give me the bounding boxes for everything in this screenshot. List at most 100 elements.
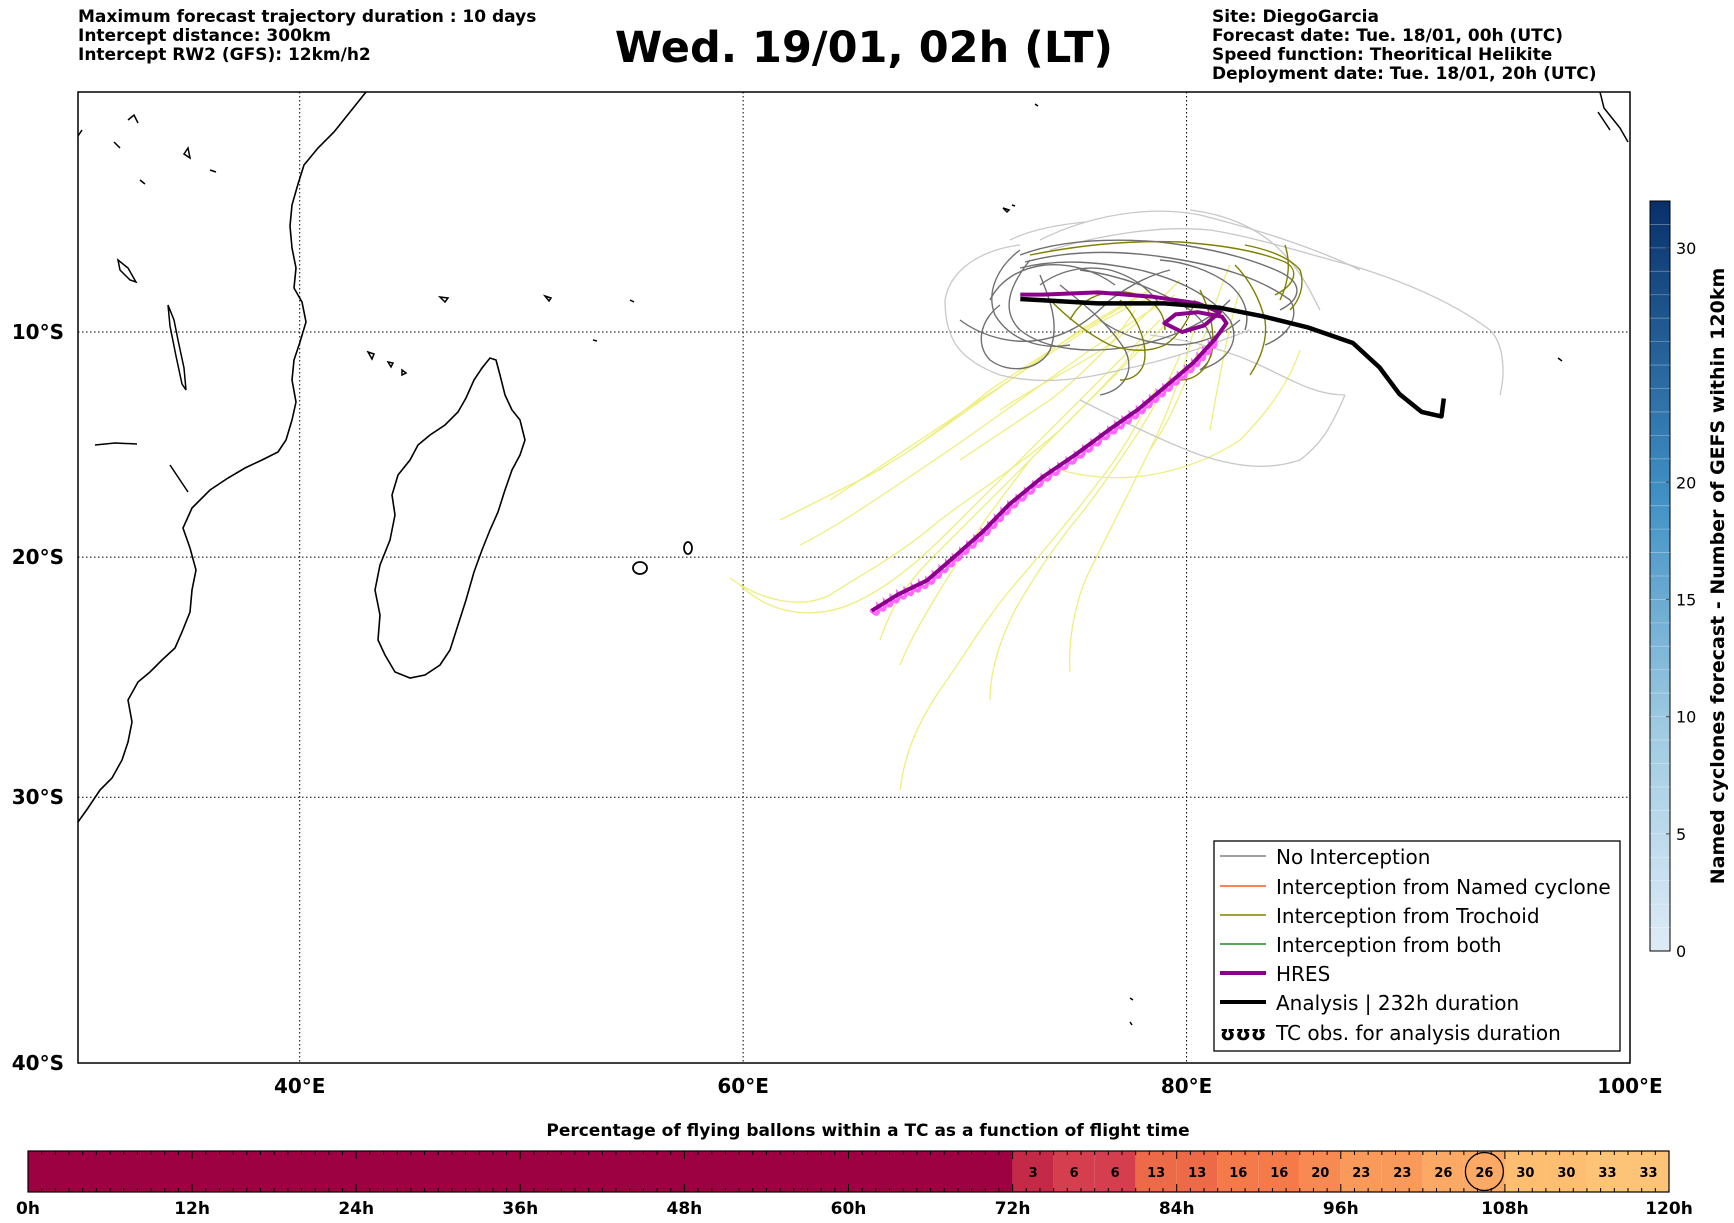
analysis-track — [1020, 296, 1447, 419]
legend-item-both: Interception from both — [1276, 933, 1502, 957]
reunion-island — [632, 561, 648, 575]
lon-tick-label: 60°E — [717, 1074, 769, 1098]
timeline-percentage-cell — [1135, 1151, 1177, 1192]
timeline-percentage-label: 30 — [1516, 1166, 1534, 1181]
timeline-hour-label: 60h — [831, 1199, 867, 1219]
colorbar-tick-label: 20 — [1676, 473, 1696, 492]
timeline-hour-label: 0h — [16, 1199, 40, 1219]
colorbar-tick-label: 15 — [1676, 590, 1696, 609]
timeline-percentage-label: 26 — [1475, 1166, 1493, 1181]
colorbar-tick-label: 5 — [1676, 825, 1686, 844]
trochoid-loops-icon: ʊʊʊ — [1220, 1021, 1266, 1045]
map-gridlines — [78, 92, 1630, 1063]
ensemble-trajectories-trochoid-pale — [729, 264, 1301, 791]
timeline-percentage-cell — [1545, 1151, 1587, 1192]
timeline-percentage-label: 13 — [1188, 1166, 1206, 1181]
map-axis-labels: 40°E 60°E 80°E 100°E 10°S 20°S 30°S 40°S — [12, 320, 1663, 1098]
timeline-percentage-cell — [1381, 1151, 1423, 1192]
timeline-current-marker — [1464, 1151, 1505, 1192]
legend-item-tc-obs: TC obs. for analysis duration — [1275, 1021, 1561, 1045]
timeline-percentage-label: 16 — [1229, 1166, 1247, 1181]
timeline-percentage-label: 16 — [1270, 1166, 1288, 1181]
colorbar-label: Named cyclones forecast - Number of GEFS… — [1707, 268, 1729, 885]
lat-tick-label: 10°S — [12, 320, 64, 344]
colorbar-tick-label: 30 — [1676, 239, 1696, 258]
colorbar-tick-label: 0 — [1676, 942, 1686, 961]
timeline-percentage-cell — [1176, 1151, 1218, 1192]
lon-tick-label: 40°E — [274, 1074, 326, 1098]
header-right-line: Speed function: Theoritical Helikite — [1212, 45, 1553, 65]
right-colorbar: 0 5 10 15 20 30 Named cyclones forecast - Num… — [1649, 200, 1729, 961]
timeline-hour-label: 84h — [1159, 1199, 1195, 1219]
comoros-islands — [366, 350, 408, 377]
page-title: Wed. 19/01, 02h (LT) — [614, 23, 1114, 73]
timeline-percentage-cell — [1217, 1151, 1259, 1192]
header-right-line: Site: DiegoGarcia — [1212, 7, 1379, 27]
timeline-percentage-label: 6 — [1111, 1166, 1120, 1181]
timeline-hour-label: 36h — [502, 1199, 538, 1219]
lat-tick-label: 30°S — [12, 785, 64, 809]
header-left-line: Intercept distance: 300km — [78, 26, 331, 46]
timeline-bar: 3 6 6 13 13 16 16 20 23 23 26 26 30 30 33 33 0h 12h 24h 36h… — [16, 1150, 1693, 1219]
legend-item-trochoid: Interception from Trochoid — [1276, 904, 1540, 928]
header-left-line: Maximum forecast trajectory duration : 1… — [78, 7, 537, 27]
map-frame — [77, 91, 1631, 1064]
colorbar-ticks: 0 5 10 15 20 30 — [1650, 224, 1696, 961]
mozambique-channel-shore — [94, 442, 189, 493]
timeline-hour-label: 96h — [1323, 1199, 1359, 1219]
timeline-percentage-cell — [1504, 1151, 1546, 1192]
legend-item-analysis: Analysis | 232h duration — [1276, 991, 1519, 1015]
lat-tick-label: 40°S — [12, 1051, 64, 1075]
timeline-percentage-label: 23 — [1393, 1166, 1411, 1181]
legend: No Interception Interception from Named … — [1213, 840, 1621, 1052]
timeline-percentage-cell — [1094, 1151, 1136, 1192]
timeline-percentage-cell — [1299, 1151, 1341, 1192]
seychelles-islands — [437, 294, 635, 342]
colorbar-tick-label: 10 — [1676, 708, 1696, 727]
zanzibar-island — [116, 258, 138, 284]
timeline-percentage-cell — [1422, 1151, 1464, 1192]
timeline-percentage-label: 23 — [1352, 1166, 1370, 1181]
timeline-hour-label: 48h — [667, 1199, 703, 1219]
lon-tick-label: 100°E — [1597, 1074, 1662, 1098]
timeline-hour-label: 24h — [338, 1199, 374, 1219]
timeline-percentage-cell — [1012, 1151, 1054, 1192]
timeline-hour-label: 120h — [1645, 1199, 1693, 1219]
timeline-title: Percentage of flying ballons within a TC… — [546, 1121, 1189, 1141]
timeline-percentage-label: 6 — [1070, 1166, 1079, 1181]
timeline-percentage-label: 30 — [1557, 1166, 1575, 1181]
timeline-hour-label: 108h — [1481, 1199, 1529, 1219]
maldives-islands — [1002, 103, 1039, 214]
legend-item-named-cyclone: Interception from Named cyclone — [1276, 875, 1611, 899]
lat-tick-label: 20°S — [12, 545, 64, 569]
lake-shore — [167, 304, 187, 391]
legend-item-hres: HRES — [1276, 962, 1330, 986]
timeline-percentage-label: 33 — [1639, 1166, 1657, 1181]
header-right-info: Site: DiegoGarcia Forecast date: Tue. 18… — [1212, 8, 1597, 84]
timeline-hour-label: 72h — [995, 1199, 1031, 1219]
africa-coastline — [78, 92, 367, 823]
timeline-percentage-label: 26 — [1434, 1166, 1452, 1181]
header-right-line: Forecast date: Tue. 18/01, 00h (UTC) — [1212, 26, 1563, 46]
timeline-percentage-cell — [1627, 1151, 1669, 1192]
indonesia-coastline — [1597, 92, 1629, 143]
lon-tick-label: 80°E — [1161, 1074, 1213, 1098]
timeline-percentage-label: 20 — [1311, 1166, 1329, 1181]
timeline-percentage-cell — [1586, 1151, 1628, 1192]
timeline-percentage-label: 33 — [1598, 1166, 1616, 1181]
madagascar-coastline — [374, 357, 526, 679]
small-islands — [78, 113, 1563, 1026]
legend-box — [1213, 840, 1621, 1052]
timeline-percentage-label: 13 — [1147, 1166, 1165, 1181]
timeline-hour-label: 12h — [174, 1199, 210, 1219]
timeline-percentage-cell — [1053, 1151, 1095, 1192]
mauritius-island — [683, 541, 693, 555]
colorbar-gradient — [1649, 200, 1671, 952]
trochoid-interception-trajectories — [1029, 240, 1303, 381]
header-right-line: Deployment date: Tue. 18/01, 20h (UTC) — [1212, 64, 1597, 84]
header-left-line: Intercept RW2 (GFS): 12km/h2 — [78, 45, 371, 65]
timeline-percentage-cell — [1258, 1151, 1300, 1192]
timeline-percentage-label: 3 — [1029, 1166, 1038, 1181]
ensemble-trajectories-light-gray — [944, 209, 1504, 467]
